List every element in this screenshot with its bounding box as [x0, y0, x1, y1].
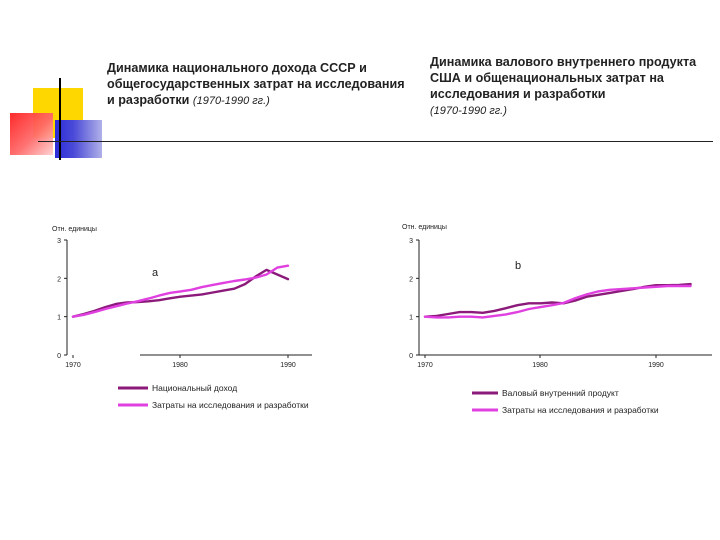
- chart-b-legend-label-2: Затраты на исследования и разработки: [502, 405, 659, 415]
- chart-a-xtick-label: 1980: [172, 362, 188, 369]
- chart-a-legend-label-2: Затраты на исследования и разработки: [152, 400, 309, 410]
- chart-b-ytick-label: 2: [409, 276, 413, 283]
- chart-b-legend-label-1: Валовый внутренний продукт: [502, 388, 619, 398]
- chart-b-ytick-label: 1: [409, 315, 413, 322]
- right-title-main: Динамика валового внутреннего продукта С…: [430, 55, 697, 101]
- chart-a-xtick-label: 1970: [65, 362, 81, 369]
- chart-a-ytick-label: 2: [57, 276, 61, 283]
- deco-horizontal-line: [38, 141, 713, 142]
- chart-a-ytick-label: 3: [57, 238, 61, 245]
- left-chart-title: Динамика национального дохода СССР и общ…: [107, 60, 412, 109]
- left-title-main: Динамика национального дохода СССР и общ…: [107, 61, 405, 107]
- chart-b-series-line-1: [423, 282, 692, 318]
- chart-b-ytick-label: 3: [409, 238, 413, 245]
- chart-a-legend-label-1: Национальный доход: [152, 383, 237, 393]
- deco-blue-square: [55, 120, 102, 158]
- chart-b-xtick-label: 1970: [417, 362, 433, 369]
- chart-a-ytick-label: 0: [57, 353, 61, 360]
- chart-a-ytick-label: 1: [57, 315, 61, 322]
- chart-b-ylabel: Отн. единицы: [402, 224, 447, 231]
- chart-b-ytick-label: 0: [409, 353, 413, 360]
- deco-vertical-line: [59, 78, 61, 160]
- deco-red-square: [10, 113, 53, 155]
- chart-b-series-line-2: [423, 284, 692, 319]
- chart-b-xtick-label: 1980: [532, 362, 548, 369]
- left-title-years: (1970-1990 гг.): [192, 95, 270, 107]
- chart-b-xtick-label: 1990: [648, 362, 664, 369]
- chart-a-series-line-2: [71, 264, 290, 318]
- chart-a-ylabel: Отн. единицы: [52, 226, 97, 233]
- chart-a-panel-label: a: [152, 267, 159, 279]
- right-title-years: (1970-1990 гг.): [430, 105, 507, 117]
- chart-b-panel-label: b: [515, 260, 521, 272]
- right-chart-title: Динамика валового внутреннего продукта С…: [430, 54, 710, 119]
- chart-a-xtick-label: 1990: [280, 362, 296, 369]
